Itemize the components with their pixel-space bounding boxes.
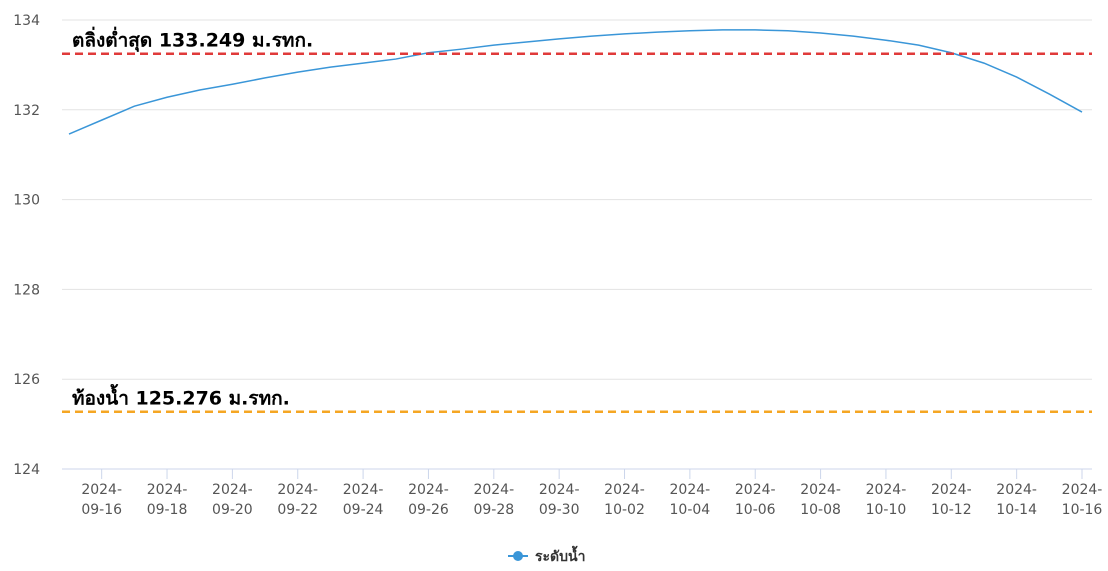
reference-label: ท้องน้ำ 125.276 ม.รทก. <box>72 384 290 410</box>
x-tick-label: 2024-09-26 <box>408 482 449 518</box>
y-tick-label: 134 <box>13 13 40 29</box>
x-tick-label: 2024-10-14 <box>996 482 1037 518</box>
x-tick-label: 2024-09-20 <box>212 482 253 518</box>
x-tick-label: 2024-10-16 <box>1062 482 1103 518</box>
y-tick-label: 124 <box>13 462 40 478</box>
x-tick-label: 2024-09-16 <box>81 482 122 518</box>
x-tick-label: 2024-10-04 <box>670 482 711 518</box>
x-tick-label: 2024-09-30 <box>539 482 580 518</box>
x-tick-label: 2024-10-08 <box>800 482 841 518</box>
x-tick-label: 2024-09-22 <box>277 482 318 518</box>
x-tick-label: 2024-09-24 <box>343 482 384 518</box>
reference-label: ตลิ่งต่ำสุด 133.249 ม.รทก. <box>72 27 313 53</box>
x-tick-label: 2024-09-18 <box>147 482 188 518</box>
y-tick-label: 132 <box>13 103 40 119</box>
x-tick-label: 2024-10-02 <box>604 482 645 518</box>
x-tick-label: 2024-10-12 <box>931 482 972 518</box>
legend-marker <box>513 551 523 561</box>
legend-label: ระดับน้ำ <box>535 545 585 565</box>
y-tick-label: 130 <box>13 193 40 209</box>
y-tick-label: 128 <box>13 282 40 298</box>
x-tick-label: 2024-10-10 <box>866 482 907 518</box>
x-tick-label: 2024-09-28 <box>473 482 514 518</box>
data-line <box>68 29 1083 135</box>
y-tick-label: 126 <box>13 372 40 388</box>
x-tick-label: 2024-10-06 <box>735 482 776 518</box>
